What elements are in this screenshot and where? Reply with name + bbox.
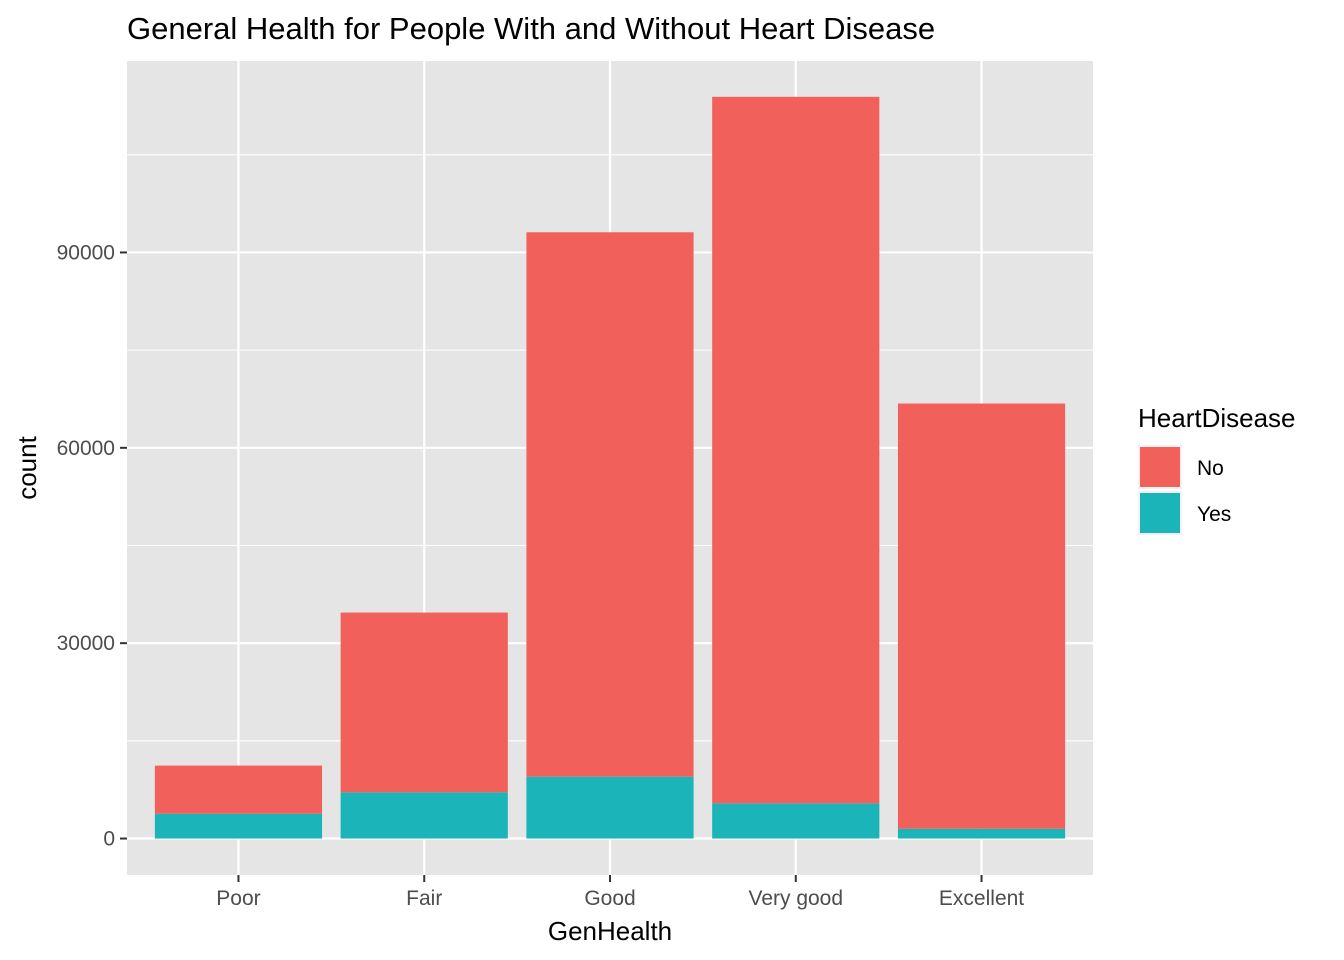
legend-label-no: No	[1197, 457, 1224, 480]
x-tick-label: Good	[584, 887, 635, 910]
x-tick-label: Fair	[406, 887, 442, 910]
bars	[154, 96, 1066, 839]
legend: HeartDisease No Yes	[1138, 403, 1296, 535]
y-tick-label: 0	[103, 828, 115, 851]
bar-no-poor	[154, 765, 323, 814]
x-tick-label: Excellent	[939, 887, 1024, 910]
bar-yes-excellent	[897, 828, 1066, 839]
bar-yes-good	[526, 776, 694, 839]
y-tick-label: 30000	[57, 632, 115, 655]
y-axis-title: count	[12, 435, 42, 499]
x-axis: Poor Fair Good Very good Excellent	[216, 875, 1024, 910]
legend-title: HeartDisease	[1138, 403, 1296, 433]
bar-yes-poor	[154, 813, 323, 839]
x-tick-label: Very good	[748, 887, 843, 910]
bar-yes-very-good	[712, 803, 880, 839]
bar-no-fair	[340, 612, 508, 793]
y-tick-label: 60000	[57, 437, 115, 460]
legend-label-yes: Yes	[1197, 503, 1231, 526]
bar-no-very-good	[712, 96, 880, 804]
x-axis-title: GenHealth	[548, 916, 672, 946]
y-axis: 0 30000 60000 90000	[57, 241, 127, 851]
chart-title: General Health for People With and Witho…	[127, 11, 935, 46]
bar-no-excellent	[897, 403, 1066, 829]
y-tick-label: 90000	[57, 241, 115, 264]
bar-no-good	[526, 232, 694, 777]
legend-swatch-yes	[1140, 493, 1180, 533]
bar-yes-fair	[340, 792, 508, 839]
x-tick-label: Poor	[216, 887, 260, 910]
legend-swatch-no	[1140, 447, 1180, 487]
